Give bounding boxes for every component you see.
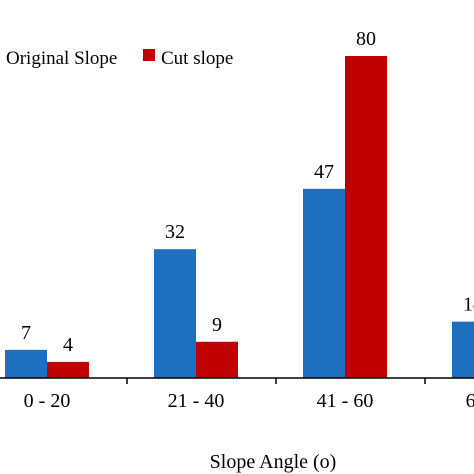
x-tick-label-1: 21 - 40 — [168, 390, 225, 412]
value-label-original-slope-0: 7 — [21, 322, 31, 344]
value-label-original-slope-3: 14 — [463, 294, 474, 316]
bar-original-slope-3 — [452, 321, 474, 378]
legend-label-cut-slope: Cut slope — [161, 48, 233, 69]
bar-cut-slope-0 — [47, 361, 89, 378]
legend: Original Slope Cut slope — [6, 48, 233, 69]
x-tick-labels-layer: 0 - 20 21 - 40 41 - 60 61 - 80 — [24, 390, 474, 412]
x-tick-label-0: 0 - 20 — [24, 390, 71, 412]
x-ticks-layer — [126, 378, 426, 384]
x-tick-label-2: 41 - 60 — [317, 390, 374, 412]
bar-original-slope-1 — [154, 249, 196, 378]
value-label-cut-slope-1: 9 — [212, 314, 222, 336]
value-label-original-slope-1: 32 — [165, 221, 185, 243]
x-tick-label-3: 61 - 80 — [466, 390, 474, 412]
value-labels-layer: 7 4 32 9 47 80 14 — [21, 28, 474, 356]
bar-cut-slope-2 — [345, 56, 387, 378]
value-label-original-slope-2: 47 — [314, 161, 334, 183]
x-axis-title: Slope Angle (o) — [210, 451, 337, 473]
value-label-cut-slope-2: 80 — [356, 28, 376, 50]
legend-label-original-slope: Original Slope — [6, 48, 117, 69]
bar-cut-slope-1 — [196, 341, 238, 378]
bar-original-slope-0 — [5, 349, 47, 378]
legend-swatch-cut-slope — [143, 49, 155, 61]
bar-original-slope-2 — [303, 188, 345, 378]
value-label-cut-slope-0: 4 — [63, 334, 73, 356]
bars-layer — [5, 56, 474, 378]
